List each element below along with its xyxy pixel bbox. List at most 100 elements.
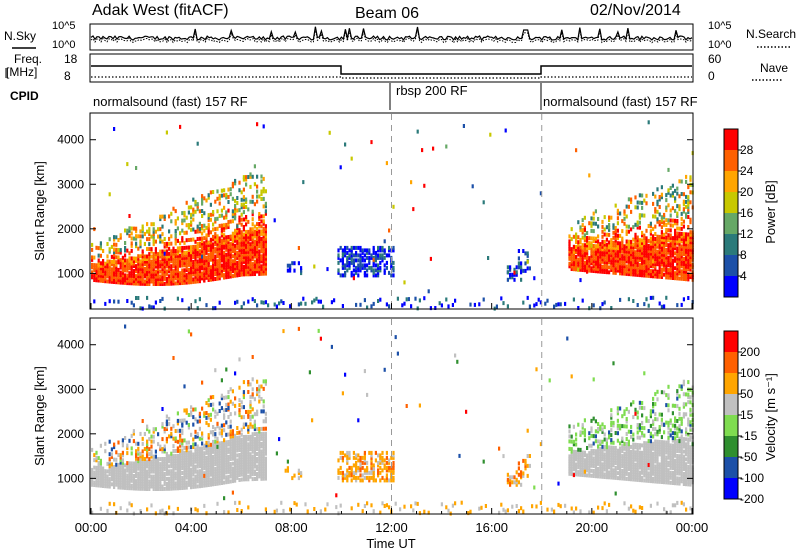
- velocity-cell: [218, 431, 221, 436]
- power-cell: [511, 275, 514, 280]
- velocity-cell: [192, 437, 195, 442]
- power-cell: [355, 250, 358, 255]
- power-cell: [251, 254, 254, 259]
- velocity-cell: [185, 473, 188, 478]
- power-cell: [676, 268, 679, 273]
- velocity-cell: [104, 479, 107, 484]
- power-cell: [176, 226, 179, 231]
- velocity-cell: [251, 392, 254, 397]
- velocity-cell: [238, 398, 241, 403]
- power-cell: [597, 234, 600, 239]
- power-cell: [260, 266, 263, 271]
- power-cell: [198, 209, 201, 214]
- power-cell: [148, 267, 151, 271]
- power-cell: [128, 278, 131, 283]
- power-cell: [256, 239, 259, 244]
- velocity-cell: [154, 482, 157, 487]
- power-cell: [583, 268, 586, 273]
- velocity-cell: [216, 411, 219, 416]
- power-cell: [249, 227, 252, 232]
- power-cell: [264, 229, 267, 234]
- velocity-cell: [251, 437, 254, 442]
- velocity-cell: [172, 356, 175, 360]
- velocity-cell: [181, 483, 184, 488]
- power-cell: [137, 234, 140, 239]
- velocity-cell: [262, 399, 265, 404]
- velocity-cell: [115, 462, 118, 467]
- velocity-cell: [253, 397, 256, 402]
- velocity-cell: [170, 484, 173, 489]
- velocity-cell: [372, 473, 375, 478]
- velocity-cell: [231, 446, 234, 451]
- velocity-cell: [346, 468, 349, 473]
- velocity-cell: [146, 459, 149, 464]
- power-cell: [179, 241, 182, 246]
- velocity-cell: [249, 399, 252, 404]
- velocity-cell: [251, 444, 254, 449]
- velocity-cell: [218, 461, 221, 466]
- power-cell: [643, 263, 646, 268]
- velocity-cell: [260, 431, 263, 436]
- power-cell: [687, 215, 690, 219]
- power-cell: [623, 259, 626, 264]
- power-cell: [141, 256, 144, 261]
- power-cell: [685, 259, 688, 264]
- power-cell: [240, 260, 243, 265]
- power-cell: [495, 304, 498, 309]
- velocity-cell: [148, 474, 151, 479]
- power-cell: [610, 243, 613, 248]
- power-cell: [687, 202, 690, 207]
- velocity-cell: [227, 464, 230, 469]
- power-cell: [667, 235, 670, 240]
- velocity-cell: [385, 503, 388, 508]
- velocity-cell: [148, 469, 151, 474]
- power-cell: [632, 242, 635, 247]
- power-cell: [104, 274, 107, 279]
- power-cell: [517, 256, 520, 261]
- velocity-cell: [231, 389, 234, 394]
- power-cell: [663, 220, 666, 225]
- velocity-cell: [220, 423, 223, 428]
- power-cell: [388, 304, 391, 309]
- velocity-cell: [262, 409, 265, 414]
- power-cell: [236, 196, 239, 200]
- power-cell: [630, 197, 633, 202]
- power-cell: [412, 207, 415, 212]
- power-cell: [214, 199, 217, 204]
- velocity-cell: [251, 355, 254, 359]
- power-cell: [377, 268, 380, 273]
- power-cell: [190, 277, 193, 282]
- velocity-cell: [126, 478, 129, 483]
- power-cell: [137, 271, 140, 276]
- power-cell: [194, 209, 197, 214]
- velocity-cell: [126, 481, 129, 486]
- velocity-cell: [185, 468, 188, 473]
- power-cell: [528, 266, 531, 271]
- velocity-cell: [597, 422, 600, 426]
- velocity-cell: [124, 478, 127, 483]
- power-cell: [108, 279, 111, 284]
- power-cell: [179, 246, 182, 251]
- power-cell: [656, 249, 659, 254]
- power-cell: [264, 226, 267, 231]
- velocity-cell: [168, 434, 171, 439]
- power-cell: [341, 253, 344, 258]
- velocity-cell: [346, 460, 349, 465]
- power-cell: [220, 188, 223, 193]
- power-cell: [616, 208, 619, 213]
- freq-panel-frame: [89, 53, 694, 83]
- velocity-cell: [113, 445, 116, 450]
- velocity-cell: [198, 454, 201, 459]
- velocity-cell: [212, 469, 215, 474]
- power-cell: [599, 306, 602, 311]
- velocity-cell: [242, 467, 245, 472]
- velocity-cell: [152, 479, 155, 484]
- velocity-cell: [214, 467, 217, 471]
- power-cell: [203, 261, 206, 266]
- power-cell: [110, 272, 113, 277]
- power-cell: [148, 262, 151, 266]
- velocity-cell: [179, 453, 182, 458]
- power-cell: [658, 259, 661, 264]
- power-cell: [260, 174, 263, 179]
- power-cell: [207, 273, 210, 277]
